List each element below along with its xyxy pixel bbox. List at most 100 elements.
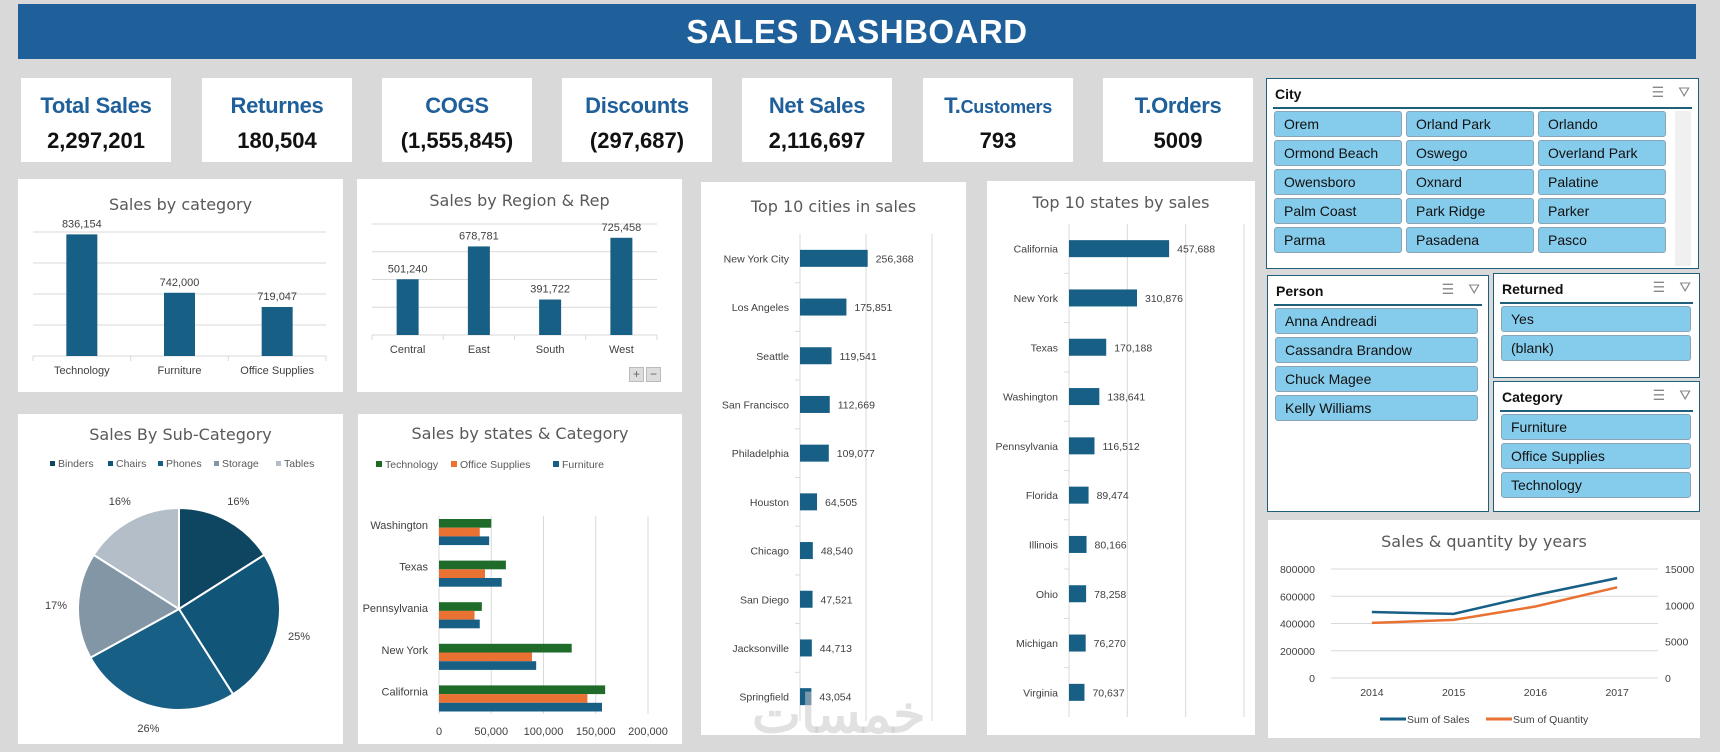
slicer-title: Category [1502,389,1563,405]
chart-sales-by-region[interactable]: Sales by Region & Rep 501,240 Central 678,… [357,179,682,392]
clear-filter-icon[interactable]: ⛛ [1679,387,1691,403]
data-label: 80,166 [1095,539,1127,551]
chart-sales-by-state-category[interactable]: Sales by states & Category Technology Off… [358,414,682,744]
data-label: 116,512 [1102,441,1139,453]
tick-label: 50,000 [474,726,508,738]
multi-select-icon[interactable]: ☰ [1441,281,1455,297]
multi-select-icon[interactable]: ☰ [1652,387,1666,403]
category-label: West [609,344,634,356]
y2-tick-label: 15000 [1665,564,1694,576]
slicer-item[interactable]: Orlando [1538,111,1666,137]
bar [800,639,812,657]
data-label: 310,876 [1145,293,1183,305]
category-label: New York [382,645,429,657]
bar [1069,585,1087,603]
slicer-item[interactable]: Oswego [1406,140,1534,166]
clear-filter-icon[interactable]: ⛛ [1678,84,1690,100]
slicer-item[interactable]: Cassandra Brandow [1275,337,1478,363]
tick-label: 200,000 [628,726,668,738]
pie-slice [178,506,266,611]
category-label: Texas [1031,342,1058,354]
chart-top-cities[interactable]: Top 10 cities in sales New York City 256,… [701,182,966,735]
bar [610,237,633,335]
slicer-item[interactable]: Technology [1501,472,1691,498]
slicer-item[interactable]: Pasco [1538,227,1666,253]
kpi-value: 793 [979,128,1017,153]
clear-filter-icon[interactable]: ⛛ [1679,279,1691,295]
clear-filter-icon[interactable]: ⛛ [1468,281,1480,297]
slicer-item[interactable]: Ormond Beach [1274,140,1402,166]
slicer-item[interactable]: Pasadena [1406,227,1534,253]
collapse-button[interactable]: − [646,367,661,382]
expand-button[interactable]: + [629,367,644,382]
slicer-item[interactable]: Palm Coast [1274,198,1402,224]
bar [164,292,195,356]
legend-swatch [451,461,457,467]
data-label: 725,458 [601,222,641,234]
slice-label: 25% [288,631,310,643]
slicer-divider [1273,107,1692,109]
multi-select-icon[interactable]: ☰ [1652,279,1666,295]
legend-label: Phones [166,458,202,470]
bar [1069,535,1087,553]
chart-title: Sales by category [108,195,253,214]
category-label: Jacksonville [732,643,789,655]
slicer-item[interactable]: Parma [1274,227,1402,253]
slicer-item[interactable]: Furniture [1501,414,1691,440]
slicer-scrollbar[interactable] [1675,111,1691,266]
slicer-item[interactable]: (blank) [1501,335,1691,361]
slicer-item[interactable]: Office Supplies [1501,443,1691,469]
slicer-item[interactable]: Owensboro [1274,169,1402,195]
slice-label: 16% [109,496,131,508]
category-label: San Diego [740,594,789,606]
category-label: Furniture [157,365,201,377]
kpi-label: Total Sales [40,93,152,118]
kpi-label-prefix: T. [944,93,961,118]
slicer-item[interactable]: Overland Park [1538,140,1666,166]
category-label: Los Angeles [732,302,789,314]
kpi-value: 2,297,201 [47,128,145,153]
slicer-item[interactable]: Anna Andreadi [1275,308,1478,334]
slicer-item[interactable]: Orland Park [1406,111,1534,137]
bar [800,590,813,608]
legend-label: Binders [58,458,94,470]
chart-sales-by-subcategory[interactable]: Sales By Sub-Category Binders Chairs Phone… [18,414,343,744]
bar [1069,289,1138,307]
bar [66,234,98,356]
multi-select-icon[interactable]: ☰ [1651,84,1665,100]
slicer-item[interactable]: Kelly Williams [1275,395,1478,421]
slicer-item[interactable]: Park Ridge [1406,198,1534,224]
tick-label: 100,000 [524,726,564,738]
chart-sales-by-category[interactable]: Sales by category 836,154 Technology 742,0… [18,179,343,392]
slicer-item[interactable]: Chuck Magee [1275,366,1478,392]
y2-tick-label: 5000 [1665,637,1689,649]
kpi-label: T.Customers [923,93,1073,119]
slicer-item[interactable]: Orem [1274,111,1402,137]
bar [800,688,812,706]
slicer-returned: Returned ☰ ⛛ Yes (blank) [1493,273,1700,378]
y2-tick-label: 10000 [1665,600,1694,612]
slicer-item[interactable]: Palatine [1538,169,1666,195]
category-label: Illinois [1029,539,1058,551]
chart-sales-quantity-by-years[interactable]: Sales & quantity by years 0 200000 400000 6… [1268,520,1700,738]
y-tick-label: 200000 [1280,646,1315,658]
data-label: 138,641 [1107,392,1145,404]
slicer-city: City ☰ ⛛ Orem Orland Park Orlando Ormond Bea… [1266,78,1699,269]
bar [439,569,485,578]
kpi-label: Net Sales [768,93,866,118]
data-label: 78,258 [1094,589,1126,601]
slicer-item[interactable]: Oxnard [1406,169,1534,195]
chart-top-states[interactable]: Top 10 states by sales California 457,688… [987,181,1255,735]
slicer-divider [1274,304,1482,306]
slicer-item[interactable]: Parker [1538,198,1666,224]
legend-label: Sum of Quantity [1513,714,1589,726]
data-label: 89,474 [1097,490,1129,502]
kpi-discounts: Discounts (297,687) [562,78,712,162]
legend-label: Storage [222,458,259,470]
data-label: 76,270 [1094,638,1126,650]
slicer-item[interactable]: Yes [1501,306,1691,332]
bar [1069,683,1085,701]
data-label: 170,188 [1114,342,1152,354]
bar [439,702,603,712]
pie-slice [177,553,281,696]
